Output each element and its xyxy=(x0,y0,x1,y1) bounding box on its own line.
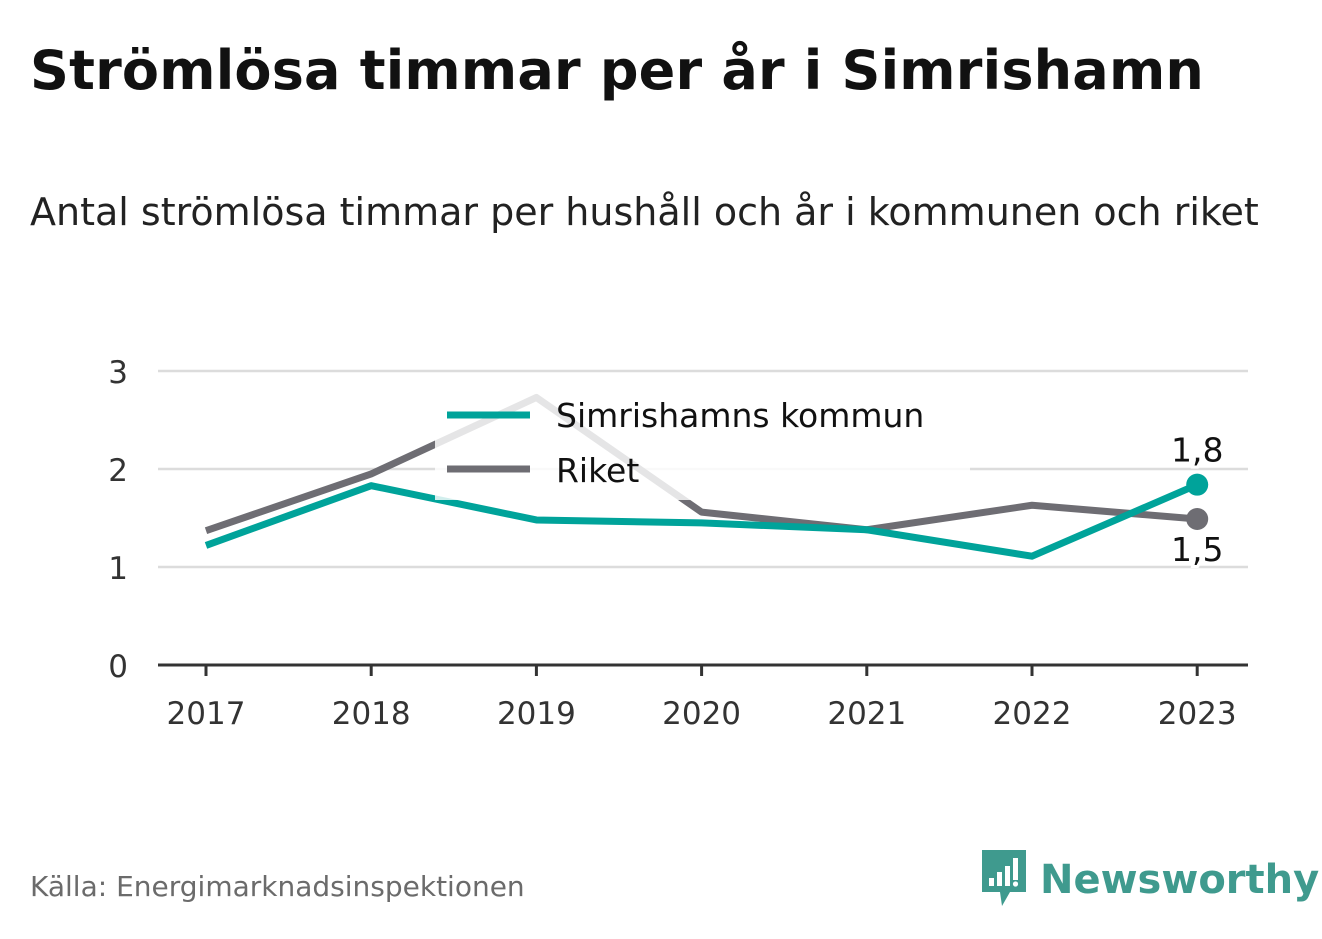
end-marker-kommun xyxy=(1186,473,1209,496)
x-tick-label: 2017 xyxy=(167,696,246,732)
y-tick-label: 1 xyxy=(108,551,128,587)
source-note: Källa: Energimarknadsinspektionen xyxy=(30,870,525,903)
legend-label-riket: Riket xyxy=(556,451,639,490)
x-tick-label: 2018 xyxy=(332,696,411,732)
y-tick-label: 0 xyxy=(108,649,128,685)
end-label-riket: 1,5 xyxy=(1171,530,1223,569)
series-line-riket xyxy=(204,393,1198,535)
end-marker-riket xyxy=(1186,507,1209,530)
brand-logo[interactable]: Newsworthy xyxy=(980,848,1319,912)
legend-label-kommun: Simrishamns kommun xyxy=(556,396,924,435)
x-tick-label: 2021 xyxy=(827,696,906,732)
x-tick-label: 2019 xyxy=(497,696,576,732)
legend-background xyxy=(435,388,970,500)
y-tick-label: 3 xyxy=(108,355,128,391)
x-tick-label: 2023 xyxy=(1158,696,1237,732)
x-tick-label: 2020 xyxy=(662,696,741,732)
brand-name: Newsworthy xyxy=(1040,857,1320,903)
x-tick-label: 2022 xyxy=(993,696,1072,732)
end-label-kommun: 1,8 xyxy=(1171,431,1223,470)
chart-title: Strömlösa timmar per år i Simrishamn xyxy=(30,39,1205,102)
newsworthy-logo-icon xyxy=(980,848,1028,912)
y-tick-label: 2 xyxy=(108,453,128,489)
chart-subtitle: Antal strömlösa timmar per hushåll och å… xyxy=(30,190,1259,234)
series-line-kommun xyxy=(204,481,1199,560)
